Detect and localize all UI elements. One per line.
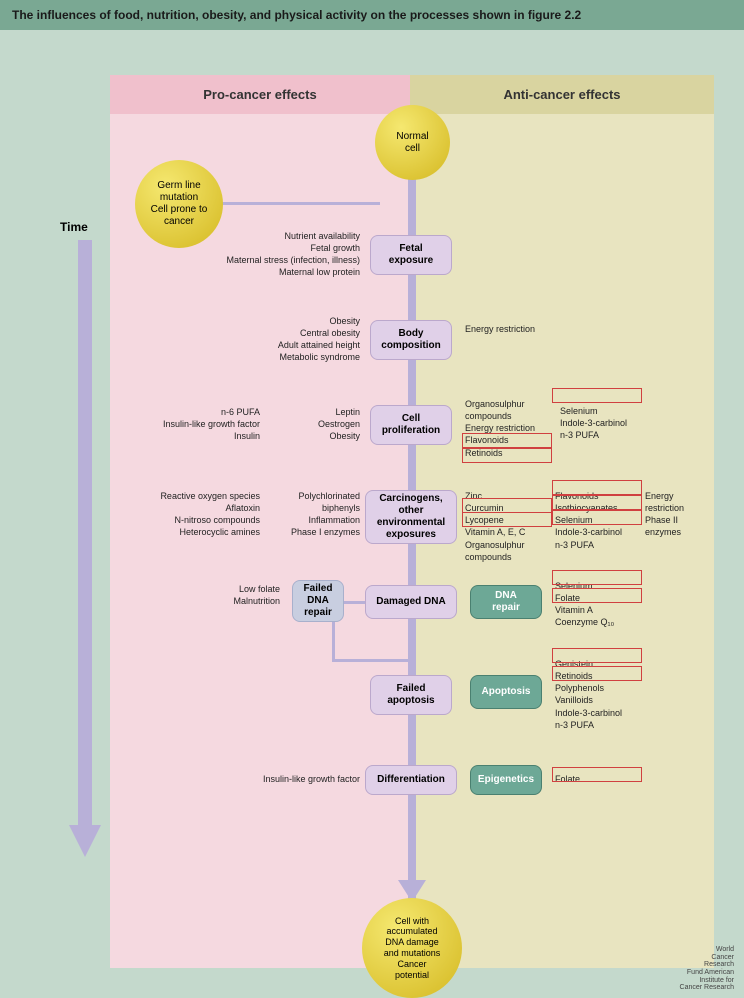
redbox-5 (462, 498, 552, 513)
stage-damaged-dna: Damaged DNA (365, 585, 457, 619)
diagram-area: Pro-cancer effects Anti-cancer effects T… (30, 40, 714, 968)
cancer-potential-node: Cell withaccumulatedDNA damageand mutati… (362, 898, 462, 998)
germ-line-node: Germ linemutationCell prone tocancer (135, 160, 223, 248)
pro-carc-a-text: Reactive oxygen speciesAflatoxinN-nitros… (120, 490, 260, 539)
redbox-9 (552, 570, 642, 585)
redbox-1 (552, 388, 642, 403)
redbox-12 (552, 666, 642, 681)
time-axis-label: Time (60, 220, 88, 234)
time-arrow (75, 240, 95, 860)
stage-dna-repair: DNArepair (470, 585, 542, 619)
anti-header: Anti-cancer effects (410, 75, 714, 114)
redbox-7 (552, 495, 642, 510)
anti-carc-c-text: EnergyrestrictionPhase IIenzymes (645, 490, 710, 539)
stage-differentiation: Differentiation (365, 765, 457, 795)
stage-epigenetics: Epigenetics (470, 765, 542, 795)
pro-carc-b-text: PolychlorinatedbiphenylsInflammationPhas… (265, 490, 360, 539)
pro-cell-b-text: LeptinOestrogenObesity (265, 406, 360, 442)
redbox-8 (552, 510, 642, 525)
page-title: The influences of food, nutrition, obesi… (0, 0, 744, 30)
time-arrow-shaft (78, 240, 92, 830)
redbox-6 (462, 512, 552, 527)
stage-carcinogens: Carcinogens,otherenvironmentalexposures (365, 490, 457, 544)
stage-failed-dna-repair: FailedDNArepair (292, 580, 344, 622)
anti-cell-b-text: SeleniumIndole-3-carbinoln-3 PUFA (560, 405, 650, 441)
stage-fetal: Fetalexposure (370, 235, 452, 275)
stage-cell: Cellproliferation (370, 405, 452, 445)
redbox-11 (552, 648, 642, 663)
redbox-13 (552, 767, 642, 782)
stage-apoptosis: Apoptosis (470, 675, 542, 709)
redbox-4 (552, 480, 642, 495)
anti-body-text: Energy restriction (465, 323, 615, 335)
connector-germ-h (220, 202, 380, 205)
stage-failed-apoptosis: Failedapoptosis (370, 675, 452, 715)
footer-attribution: WorldCancerResearchFund AmericanInstitut… (680, 946, 734, 992)
pro-cell-a-text: n-6 PUFAInsulin-like growth factorInsuli… (120, 406, 260, 442)
redbox-10 (552, 588, 642, 603)
pro-damaged-text: Low folateMalnutrition (160, 583, 280, 607)
time-arrow-head (69, 825, 101, 857)
stage-body: Bodycomposition (370, 320, 452, 360)
normal-cell-node: Normalcell (375, 105, 450, 180)
pro-diff-text: Insulin-like growth factor (180, 773, 360, 785)
redbox-3 (462, 448, 552, 463)
redbox-2 (462, 433, 552, 448)
pro-header: Pro-cancer effects (110, 75, 410, 114)
pro-body-text: ObesityCentral obesityAdult attained hei… (180, 315, 360, 364)
connector-failed-dna-h2 (332, 659, 410, 662)
